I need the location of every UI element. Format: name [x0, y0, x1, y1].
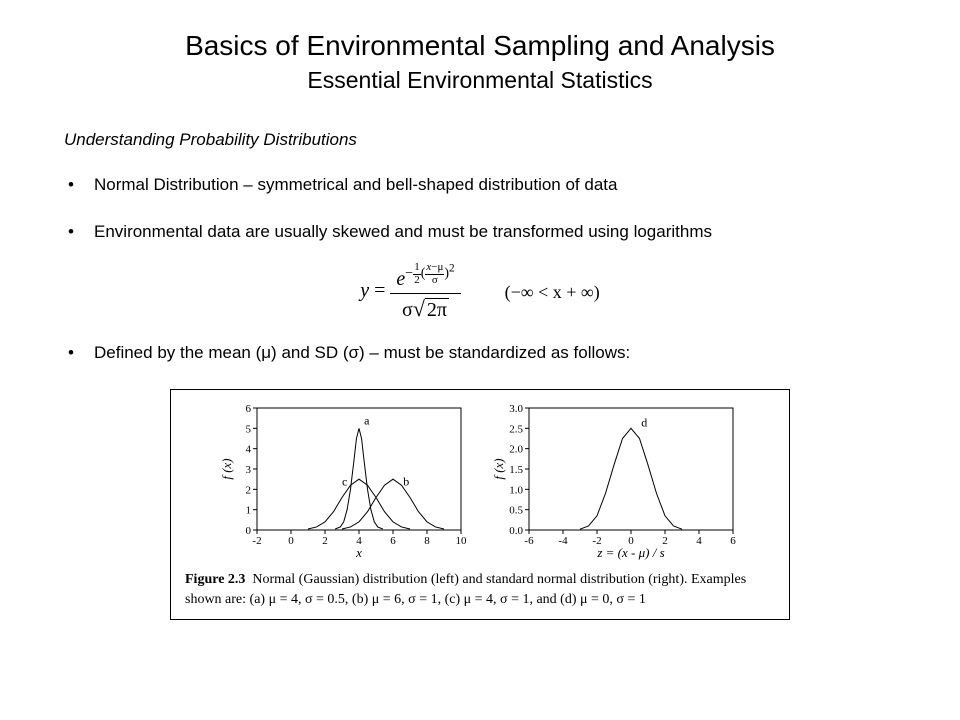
right-plot: -6-4-202460.00.51.01.52.02.53.0z = (x - … — [491, 400, 741, 560]
svg-text:1.0: 1.0 — [509, 484, 523, 496]
page-title: Basics of Environmental Sampling and Ana… — [60, 28, 900, 64]
svg-text:-4: -4 — [558, 535, 568, 547]
figure-caption-line1: Normal (Gaussian) distribution (left) an… — [252, 572, 746, 587]
svg-text:4: 4 — [696, 535, 702, 547]
list-item: Normal Distribution – symmetrical and be… — [64, 174, 900, 197]
svg-text:0: 0 — [288, 535, 294, 547]
svg-text:0.5: 0.5 — [509, 505, 523, 517]
svg-text:6: 6 — [390, 535, 396, 547]
svg-text:3.0: 3.0 — [509, 403, 523, 415]
svg-text:6: 6 — [730, 535, 736, 547]
svg-text:f (x): f (x) — [219, 458, 234, 479]
list-item: Environmental data are usually skewed an… — [64, 221, 900, 244]
formula-expression: y = e−12(x−μσ)2 σ√2π — [360, 262, 460, 322]
svg-text:4: 4 — [246, 444, 252, 456]
section-heading: Understanding Probability Distributions — [60, 130, 900, 150]
svg-text:d: d — [641, 415, 647, 429]
svg-text:0.0: 0.0 — [509, 525, 523, 537]
svg-text:2.0: 2.0 — [509, 444, 523, 456]
svg-text:3: 3 — [246, 464, 252, 476]
svg-text:c: c — [342, 474, 347, 488]
svg-text:2: 2 — [322, 535, 328, 547]
bullet-list-2: Defined by the mean (μ) and SD (σ) – mus… — [60, 342, 900, 365]
formula-condition: (−∞ < x + ∞) — [505, 282, 600, 303]
svg-text:6: 6 — [246, 403, 252, 415]
figure-caption: Figure 2.3 Normal (Gaussian) distributio… — [185, 570, 775, 611]
svg-text:2: 2 — [246, 484, 252, 496]
svg-text:a: a — [364, 413, 370, 427]
svg-text:x: x — [355, 545, 362, 560]
svg-text:1: 1 — [246, 505, 252, 517]
svg-text:f (x): f (x) — [491, 458, 506, 479]
figure-label: Figure 2.3 — [185, 572, 245, 587]
page-subtitle: Essential Environmental Statistics — [60, 66, 900, 96]
svg-text:-6: -6 — [524, 535, 534, 547]
figure-box: -202468100123456xf (x)abc -6-4-202460.00… — [170, 389, 790, 620]
title-block: Basics of Environmental Sampling and Ana… — [60, 28, 900, 96]
formula-block: y = e−12(x−μσ)2 σ√2π (−∞ < x + ∞) — [60, 262, 900, 322]
bullet-list: Normal Distribution – symmetrical and be… — [60, 174, 900, 244]
left-plot: -202468100123456xf (x)abc — [219, 400, 469, 560]
svg-text:2.5: 2.5 — [509, 423, 523, 435]
svg-text:0: 0 — [246, 525, 252, 537]
svg-text:-2: -2 — [252, 535, 261, 547]
figure-caption-line2: shown are: (a) μ = 4, σ = 0.5, (b) μ = 6… — [185, 592, 646, 607]
svg-text:8: 8 — [424, 535, 430, 547]
list-item: Defined by the mean (μ) and SD (σ) – mus… — [64, 342, 900, 365]
svg-text:5: 5 — [246, 423, 252, 435]
svg-text:1.5: 1.5 — [509, 464, 523, 476]
svg-text:z = (x - μ) / s: z = (x - μ) / s — [596, 545, 664, 560]
svg-text:10: 10 — [456, 535, 468, 547]
svg-text:b: b — [403, 474, 409, 488]
